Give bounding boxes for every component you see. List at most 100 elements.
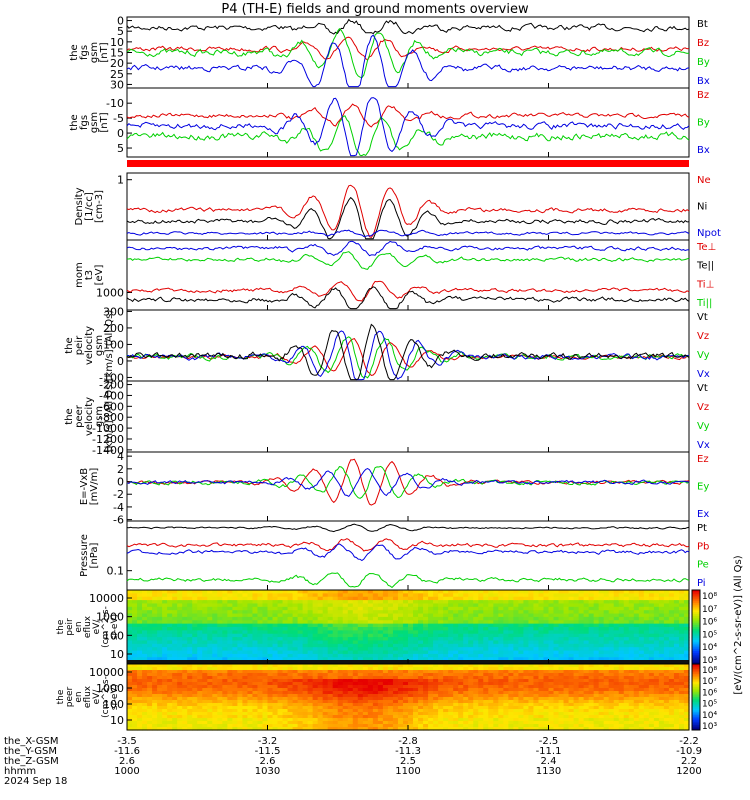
spectrogram-cell <box>613 670 620 674</box>
spectrogram-cell <box>518 721 525 725</box>
spectrogram-cell <box>553 647 560 652</box>
spectrogram-cell <box>613 727 620 731</box>
spectrogram-cell <box>523 700 530 704</box>
spectrogram-cell <box>332 700 339 704</box>
spectrogram-cell <box>518 673 525 677</box>
spectrogram-cell <box>252 691 259 695</box>
spectrogram-cell <box>212 647 218 652</box>
spectrogram-cell <box>192 685 198 689</box>
spectrogram-cell <box>423 700 429 704</box>
spectrogram-cell <box>317 627 324 631</box>
spectrogram-cell <box>157 715 163 719</box>
spectrogram-cell <box>147 653 153 658</box>
spectrogram-cell <box>513 688 519 692</box>
spectrogram-cell <box>127 657 133 662</box>
spectrogram-cell <box>478 610 484 615</box>
spectrogram-cell <box>382 610 389 615</box>
spectrogram-cell <box>648 673 655 677</box>
spectrogram-cell <box>413 653 419 658</box>
spectrogram-cell <box>578 664 585 668</box>
spectrogram-cell <box>418 643 424 648</box>
spectrogram-cell <box>152 627 158 631</box>
spectrogram-cell <box>583 637 590 642</box>
spectrogram-cell <box>302 606 309 611</box>
spectrogram-cell <box>553 653 560 658</box>
legend-entry: Npot <box>697 228 721 239</box>
spectrogram-cell <box>237 657 244 662</box>
spectrogram-cell <box>307 613 314 618</box>
spectrogram-cell <box>202 721 208 725</box>
spectrogram-cell <box>277 616 284 621</box>
spectrogram-cell <box>172 640 178 645</box>
spectrogram-cell <box>648 613 655 618</box>
spectrogram-cell <box>468 694 474 698</box>
spectrogram-cell <box>192 694 198 698</box>
spectrogram-cell <box>187 676 193 680</box>
spectrogram-cell <box>297 715 304 719</box>
spectrogram-cell <box>362 694 369 698</box>
spectrogram-cell <box>663 653 670 658</box>
spectrogram-cell <box>578 679 585 683</box>
spectrogram-cell <box>673 630 680 635</box>
spectrogram-cell <box>232 685 238 689</box>
spectrogram-cell <box>207 667 213 671</box>
spectrogram-cell <box>262 682 269 686</box>
spectrogram-cell <box>418 653 424 658</box>
spectrogram-cell <box>623 700 630 704</box>
spectrogram-cell <box>277 590 284 594</box>
spectrogram-cell <box>197 590 203 594</box>
spectrogram-cell <box>337 613 344 618</box>
spectrogram-cell <box>518 640 525 645</box>
spectrogram-cell <box>583 697 590 701</box>
legend-entry: Vy <box>697 350 710 361</box>
spectrogram-cell <box>548 670 555 674</box>
spectrogram-cell <box>312 593 319 598</box>
spectrogram-cell <box>197 650 203 655</box>
spectrogram-cell <box>543 630 550 635</box>
spectrogram-cell <box>498 596 504 601</box>
spectrogram-cell <box>207 627 213 631</box>
spectrogram-cell <box>613 724 620 728</box>
spectrogram-cell <box>513 643 519 648</box>
spectrogram-cell <box>523 712 530 716</box>
spectrogram-cell <box>488 650 494 655</box>
spectrogram-cell <box>262 667 269 671</box>
spectrogram-cell <box>302 600 309 605</box>
spectrogram-cell <box>262 600 269 605</box>
spectrogram-cell <box>578 703 585 707</box>
spectrogram-cell <box>583 700 590 704</box>
spectrogram-cell <box>262 620 269 625</box>
spectrogram-cell <box>372 706 379 710</box>
spectrogram-cell <box>623 685 630 689</box>
spectrogram-cell <box>207 600 213 605</box>
spectrogram-cell <box>683 616 690 621</box>
spectrogram-cell <box>132 715 138 719</box>
spectrogram-cell <box>468 640 474 645</box>
spectrogram-cell <box>182 647 188 652</box>
spectrogram-cell <box>438 640 444 645</box>
spectrogram-cell <box>212 670 218 674</box>
spectrogram-cell <box>272 620 279 625</box>
spectrogram-cell <box>478 724 484 728</box>
spectrogram-cell <box>252 603 259 608</box>
spectrogram-cell <box>197 715 203 719</box>
spectrogram-cell <box>267 685 274 689</box>
spectrogram-cell <box>613 630 620 635</box>
spectrogram-cell <box>202 709 208 713</box>
spectrogram-cell <box>443 706 449 710</box>
spectrogram-cell <box>428 603 434 608</box>
spectrogram-cell <box>488 709 494 713</box>
spectrogram-cell <box>508 670 514 674</box>
spectrogram-cell <box>142 682 148 686</box>
spectrogram-cell <box>307 727 314 731</box>
spectrogram-cell <box>438 610 444 615</box>
spectrogram-cell <box>423 676 429 680</box>
spectrogram-cell <box>127 653 133 658</box>
legend-entry: Bz <box>697 90 709 101</box>
spectrogram-cell <box>578 596 585 601</box>
spectrogram-cell <box>257 633 264 638</box>
spectrogram-cell <box>322 610 329 615</box>
spectrogram-cell <box>433 596 439 601</box>
spectrogram-cell <box>322 697 329 701</box>
spectrogram-cell <box>182 691 188 695</box>
